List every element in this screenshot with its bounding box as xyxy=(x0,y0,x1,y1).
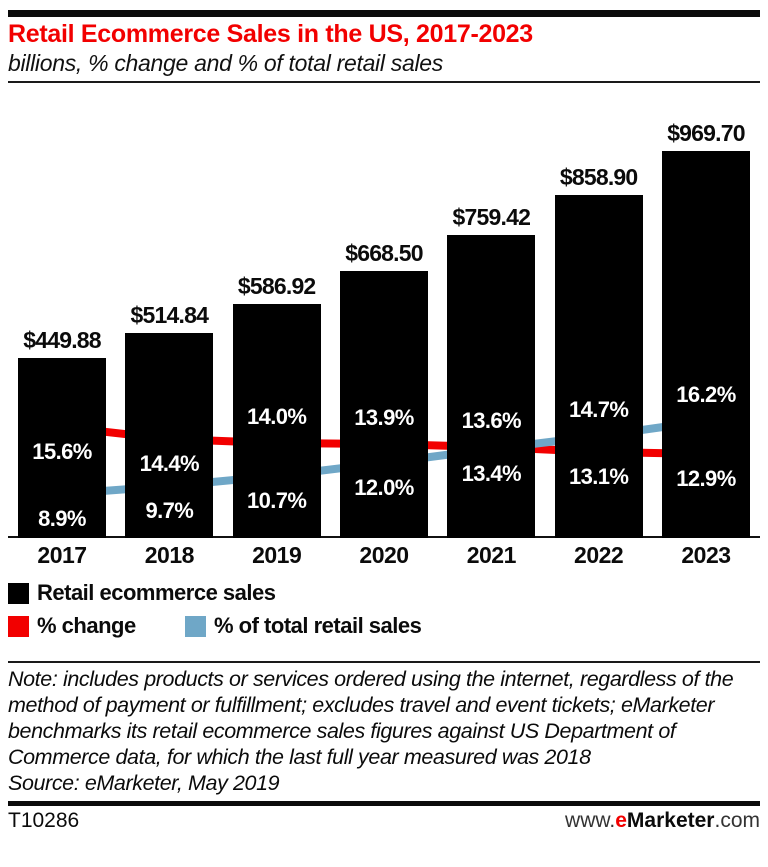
legend-label: % of total retail sales xyxy=(214,613,422,638)
year-label: 2019 xyxy=(252,542,302,568)
point-label: 9.7% xyxy=(145,498,194,523)
bar-value-label: $969.70 xyxy=(667,120,745,146)
year-label: 2023 xyxy=(681,542,731,568)
point-label: 14.7% xyxy=(568,397,629,422)
website-brand-rest: Marketer xyxy=(626,809,715,832)
legend-item-pct-of-total: % of total retail sales xyxy=(185,613,422,639)
bar-value-label: $514.84 xyxy=(130,302,209,328)
website-link[interactable]: www.eMarketer.com xyxy=(565,809,760,833)
bar-value-label: $449.88 xyxy=(23,327,101,353)
legend-label: % change xyxy=(37,613,136,638)
point-label: 13.1% xyxy=(568,464,629,489)
chart-title: Retail Ecommerce Sales in the US, 2017-2… xyxy=(8,20,533,48)
point-label: 15.6% xyxy=(32,439,92,464)
bar xyxy=(18,358,106,538)
point-label: 16.2% xyxy=(676,382,736,407)
legend-swatch-blue-icon xyxy=(185,615,206,637)
bar xyxy=(339,271,428,538)
legend: Retail ecommerce sales % change % of tot… xyxy=(8,580,760,639)
bar xyxy=(661,151,750,538)
point-label: 13.6% xyxy=(461,408,522,433)
legend-swatch-red-icon xyxy=(8,615,29,637)
legend-row-1: Retail ecommerce sales xyxy=(8,580,760,606)
bar xyxy=(447,235,536,538)
top-rule xyxy=(8,10,760,17)
chart-id: T10286 xyxy=(8,809,80,832)
plot-area: $449.88 $514.84 $586.92 $668.50 $759.42 $858.… xyxy=(8,93,760,538)
point-label: 12.0% xyxy=(354,475,414,500)
point-label: 13.9% xyxy=(354,405,414,430)
year-label: 2018 xyxy=(144,542,195,568)
footer-row: T10286 www.eMarketer.com xyxy=(8,809,760,833)
header-divider xyxy=(8,81,760,83)
bar-value-label: $858.90 xyxy=(559,164,638,190)
point-label: 14.0% xyxy=(246,404,307,429)
chart-subtitle: billions, % change and % of total retail… xyxy=(8,50,443,76)
footer-rule xyxy=(8,801,760,806)
year-label: 2017 xyxy=(37,542,87,568)
note-divider xyxy=(8,661,760,663)
year-label: 2020 xyxy=(359,542,409,568)
year-label: 2022 xyxy=(574,542,624,568)
point-label: 12.9% xyxy=(676,466,736,491)
year-label: 2021 xyxy=(466,542,517,568)
point-label: 14.4% xyxy=(139,451,200,476)
bar-value-label: $759.42 xyxy=(452,204,531,230)
year-row: 2017 2018 2019 2020 2021 2022 2023 xyxy=(8,542,760,568)
point-label: 10.7% xyxy=(246,488,307,513)
legend-label: Retail ecommerce sales xyxy=(37,580,276,605)
source-text: Source: eMarketer, May 2019 xyxy=(8,771,280,795)
bar xyxy=(232,304,321,538)
point-label: 13.4% xyxy=(461,461,522,486)
bar xyxy=(125,333,214,538)
bar-value-label: $586.92 xyxy=(237,273,316,299)
note-text: Note: includes products or services orde… xyxy=(8,667,734,769)
bar xyxy=(554,195,643,538)
website-prefix: www. xyxy=(565,809,616,832)
legend-row-2: % change % of total retail sales xyxy=(8,613,760,639)
legend-item-pct-change: % change xyxy=(8,613,185,639)
bar-value-label: $668.50 xyxy=(345,240,423,266)
website-brand-e: e xyxy=(615,809,627,832)
legend-item-retail-ecommerce-sales: Retail ecommerce sales xyxy=(8,580,276,606)
point-label: 8.9% xyxy=(38,506,86,531)
website-suffix: .com xyxy=(714,809,760,832)
legend-swatch-black-icon xyxy=(8,582,29,604)
